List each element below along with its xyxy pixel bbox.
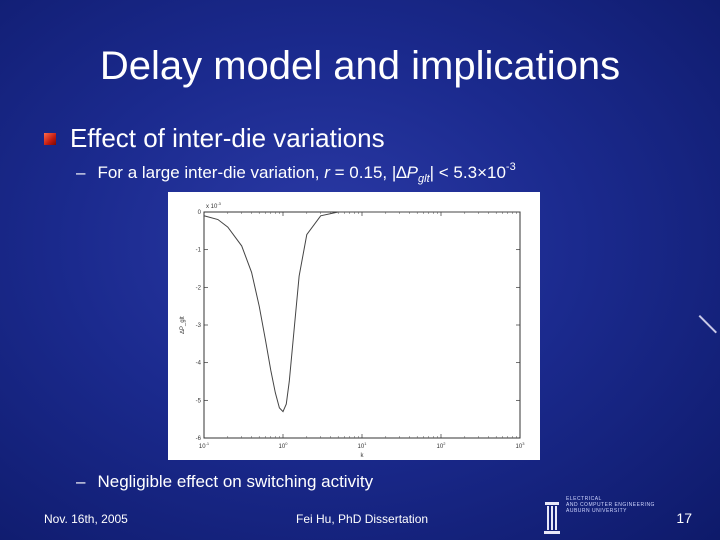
logo-line-1: ELECTRICAL bbox=[566, 496, 602, 502]
logo-line-3: AUBURN UNIVERSITY bbox=[566, 508, 628, 514]
plot-frame bbox=[203, 211, 521, 439]
main-bullet: Effect of inter-die variations bbox=[44, 123, 385, 154]
chart-svg: 10-1 100 101 102 103 0 -1 -2 -3 -4 -5 -6 x 10-3 k ∆P_g… bbox=[179, 201, 526, 459]
x-axis-label: k bbox=[361, 453, 365, 459]
sub1-text-a: For a large inter-die variation, bbox=[97, 163, 320, 182]
dash-2: – bbox=[76, 472, 86, 491]
bullet-square-icon bbox=[44, 132, 56, 145]
x-tick-label: 100 bbox=[279, 441, 289, 450]
y-tick-label: -5 bbox=[196, 398, 202, 404]
sub1-r: r bbox=[324, 163, 330, 182]
y-tick-label: -4 bbox=[196, 361, 202, 367]
sub1-text-c: | < 5.3×10 bbox=[429, 163, 506, 182]
y-axis-label: ∆P_glt bbox=[179, 316, 186, 334]
decorative-streak bbox=[698, 315, 717, 334]
dash-1: – bbox=[76, 163, 86, 182]
sub1-p-sub: glt bbox=[418, 173, 430, 185]
logo-text: ELECTRICAL AND COMPUTER ENGINEERING AUBU… bbox=[566, 496, 655, 514]
y-tick-label: -2 bbox=[196, 285, 202, 291]
column-icon bbox=[544, 502, 560, 534]
sub-bullet-2: – Negligible effect on switching activit… bbox=[76, 472, 373, 492]
footer-author: Fei Hu, PhD Dissertation bbox=[296, 512, 429, 526]
footer-date: Nov. 16th, 2005 bbox=[44, 512, 128, 526]
x-tick-label: 101 bbox=[358, 441, 368, 450]
main-bullet-text: Effect of inter-die variations bbox=[70, 123, 385, 153]
x-tick-label: 102 bbox=[437, 441, 447, 450]
y-tick-label: -6 bbox=[196, 436, 202, 442]
y-tick-label: -1 bbox=[196, 248, 202, 254]
y-tick-label: -3 bbox=[196, 323, 202, 329]
series-line bbox=[203, 211, 520, 413]
chart-panel: 10-1 100 101 102 103 0 -1 -2 -3 -4 -5 -6 x 10-3 k ∆P_g… bbox=[168, 192, 540, 460]
sub1-p: P bbox=[406, 163, 419, 182]
page-number: 17 bbox=[676, 510, 692, 526]
slide-title: Delay model and implications bbox=[99, 44, 621, 88]
sub1-text-b: = 0.15, | bbox=[334, 163, 397, 182]
sub1-delta: ∆ bbox=[396, 163, 407, 182]
sub2-text: Negligible effect on switching activity bbox=[97, 472, 374, 491]
sub1-exp: -3 bbox=[505, 161, 516, 173]
y-multiplier-label: x 10-3 bbox=[206, 201, 222, 210]
x-tick-label: 10-1 bbox=[199, 441, 210, 450]
university-logo: ELECTRICAL AND COMPUTER ENGINEERING AUBU… bbox=[542, 496, 692, 536]
x-tick-label: 103 bbox=[516, 441, 526, 450]
sub-bullet-1: – For a large inter-die variation, r = 0… bbox=[76, 161, 516, 185]
logo-line-2: AND COMPUTER ENGINEERING bbox=[566, 502, 655, 508]
y-tick-label: 0 bbox=[198, 210, 202, 216]
